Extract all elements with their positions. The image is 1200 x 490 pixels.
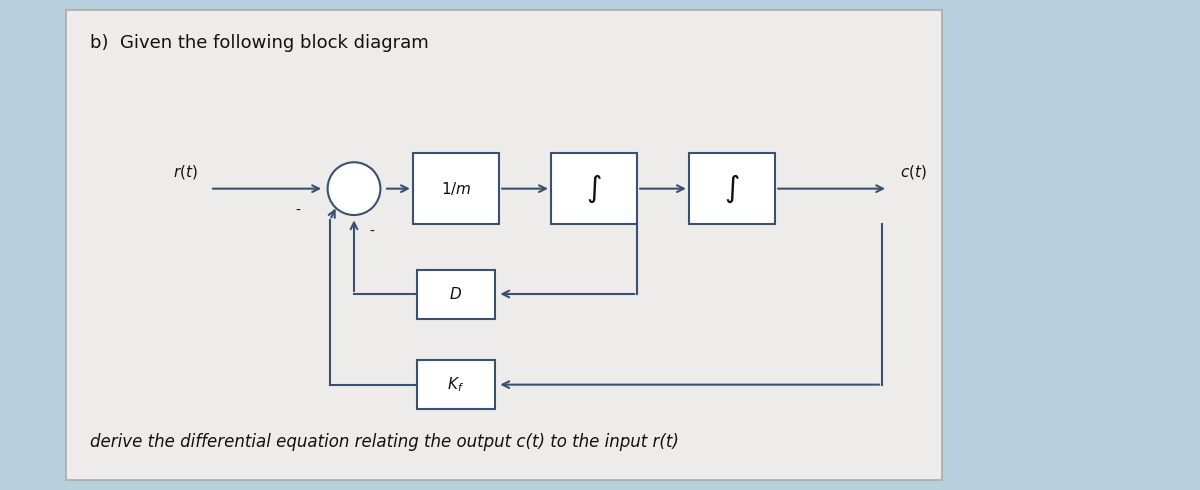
Bar [418,270,496,318]
Ellipse shape [328,162,380,215]
FancyBboxPatch shape [66,10,942,480]
Text: b)  Given the following block diagram: b) Given the following block diagram [90,34,428,52]
Bar [551,153,637,224]
Bar [418,360,496,409]
Text: derive the differential equation relating the output c(t) to the input r(t): derive the differential equation relatin… [90,433,679,451]
Text: $\int$: $\int$ [724,172,740,205]
Text: $c(t)$: $c(t)$ [900,163,926,181]
Text: -: - [370,225,374,239]
Text: $\int$: $\int$ [586,172,602,205]
Text: -: - [295,204,300,218]
Text: $1/m$: $1/m$ [440,180,472,197]
Text: $r(t)$: $r(t)$ [173,163,198,181]
Text: $D$: $D$ [450,286,462,302]
Bar [689,153,775,224]
Text: $K_f$: $K_f$ [448,375,464,394]
Bar [413,153,499,224]
